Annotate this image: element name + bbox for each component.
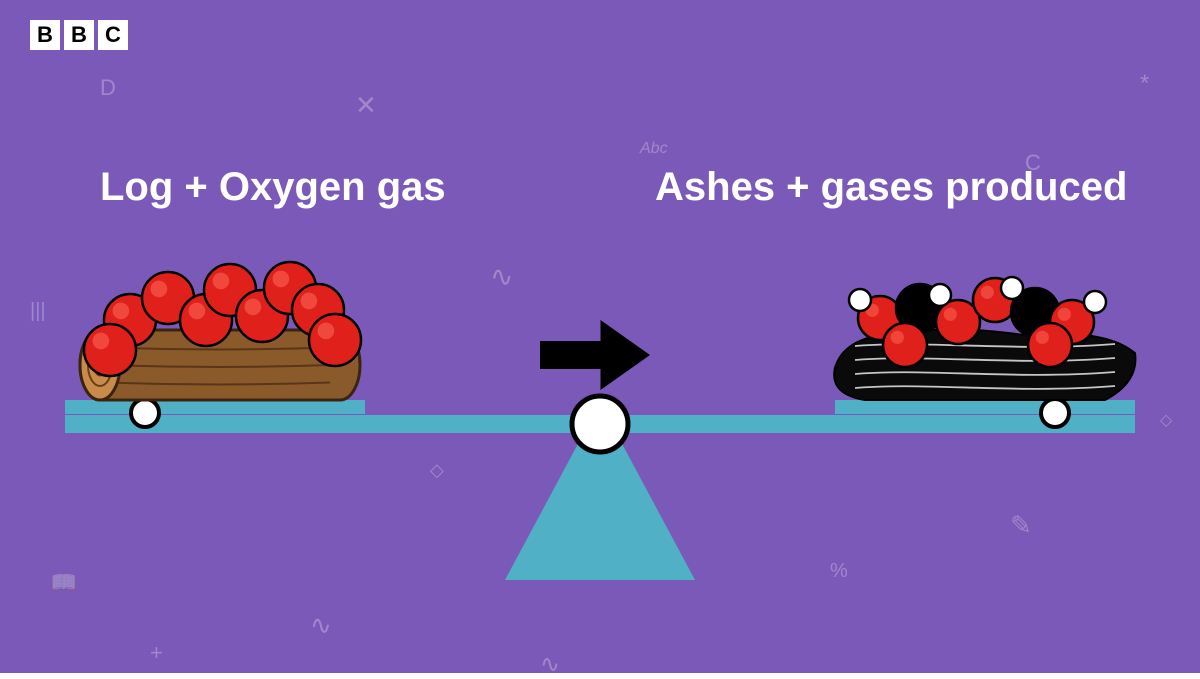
balance-illustration — [0, 0, 1200, 673]
scale-stand — [505, 440, 695, 580]
pan-wheel — [1041, 399, 1069, 427]
product-atom — [929, 284, 951, 306]
oxygen-atom — [84, 324, 136, 376]
reaction-arrow — [540, 320, 650, 390]
product-atom — [849, 289, 871, 311]
product-atom — [1084, 291, 1106, 313]
diagram-stage: D✕*AbcC∿|||◇+∿∿%✎◇📖 B B C Log + Oxygen g… — [0, 0, 1200, 673]
scale-pan — [835, 400, 1135, 414]
oxygen-atom — [309, 314, 361, 366]
product-atom — [1001, 277, 1023, 299]
scale-pan — [65, 400, 365, 414]
pan-wheel — [131, 399, 159, 427]
product-atom — [883, 323, 927, 367]
product-atom — [1028, 323, 1072, 367]
scale-pivot — [572, 396, 628, 452]
